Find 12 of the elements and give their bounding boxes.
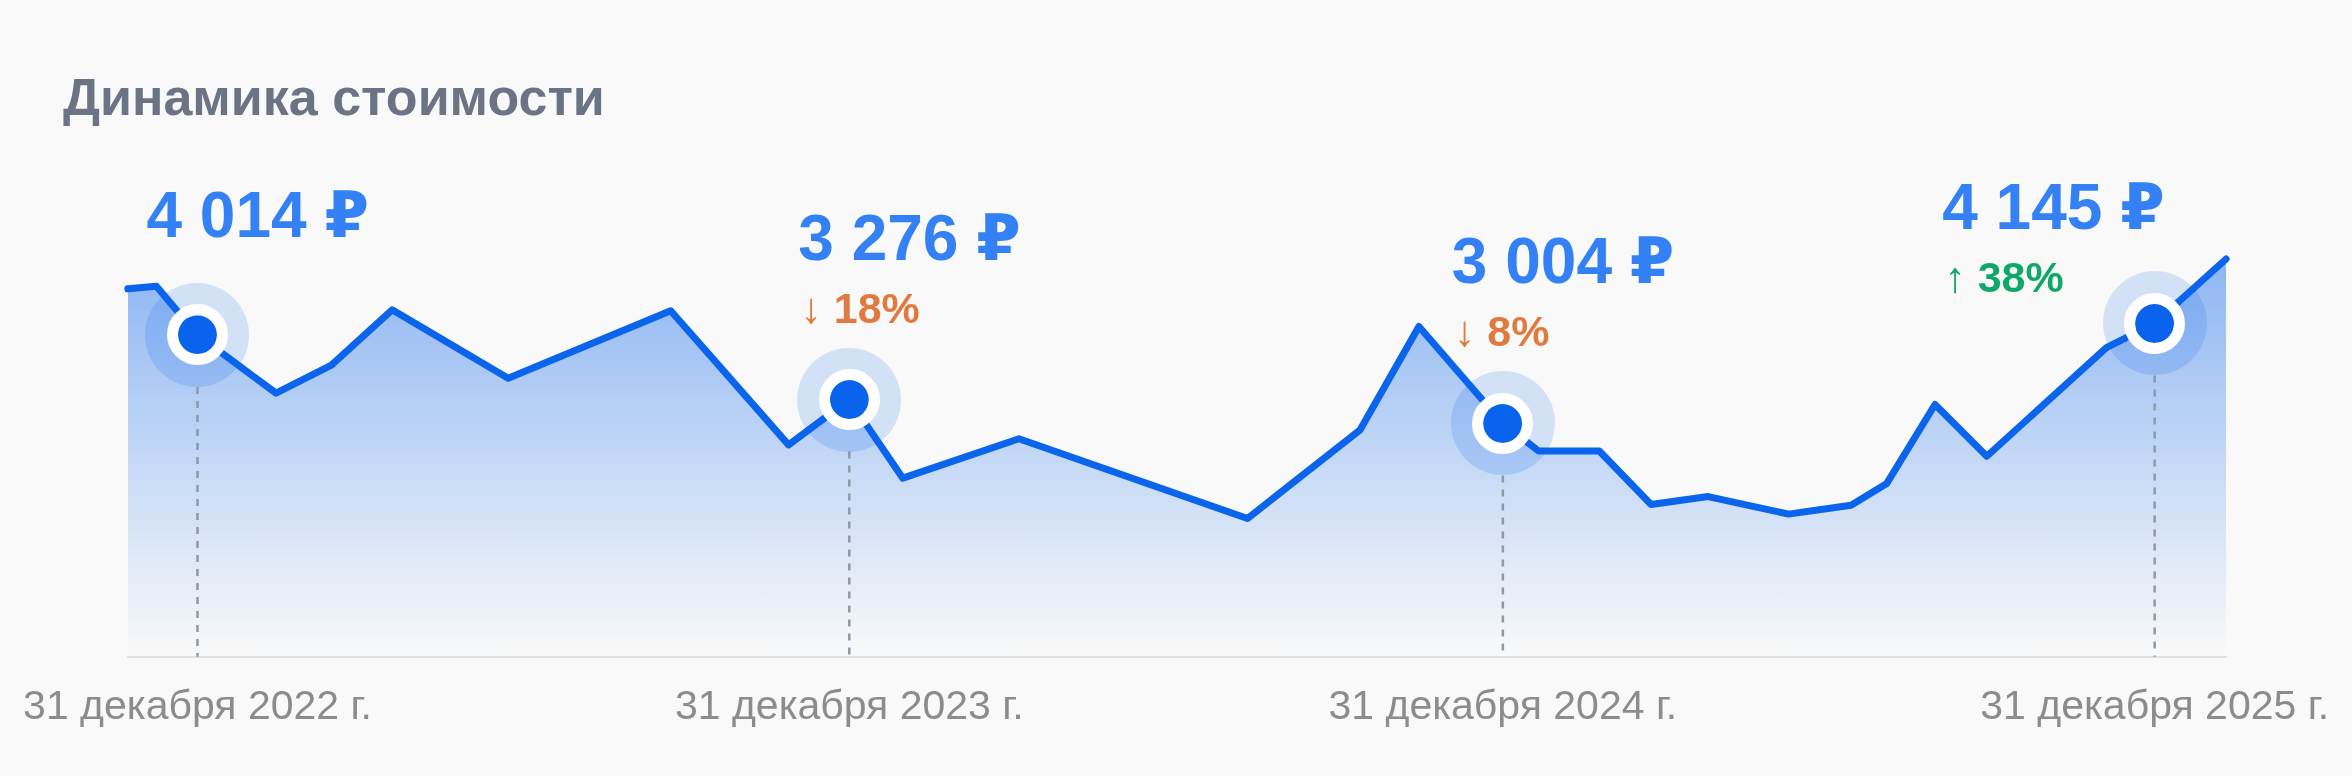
annotation: ↑ 38%: [1944, 253, 2064, 302]
annotation: ↓ 18%: [800, 283, 920, 332]
data-label: 4 014 ₽: [146, 178, 369, 251]
x-tick-label: 31 декабря 2024 г.: [1328, 681, 1678, 728]
chart-title: Динамика стоимости: [63, 68, 605, 126]
data-label: 4 145 ₽: [1942, 171, 2165, 244]
x-tick-label: 31 декабря 2025 г.: [1980, 681, 2330, 728]
data-label: 3 004 ₽: [1451, 225, 1675, 298]
x-tick-label: 31 декабря 2023 г.: [674, 681, 1024, 728]
x-tick-label: 31 декабря 2022 г.: [23, 681, 372, 728]
annotation: ↓ 8%: [1453, 307, 1550, 356]
data-label: 3 276 ₽: [798, 201, 1021, 274]
